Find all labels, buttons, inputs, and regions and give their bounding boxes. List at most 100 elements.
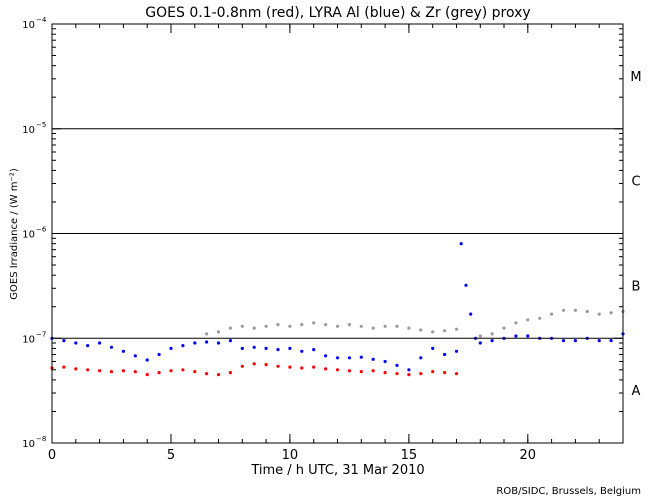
data-point [347, 356, 351, 360]
data-point [324, 354, 328, 358]
data-point [181, 368, 185, 372]
data-point [383, 359, 387, 364]
y-tick-exponent: −8 [36, 435, 46, 443]
data-point [312, 321, 316, 325]
data-point [550, 312, 554, 316]
data-point [228, 326, 232, 330]
y-tick-label: 10 [22, 125, 35, 136]
data-point [585, 309, 589, 314]
data-point [526, 334, 530, 338]
x-tick-label: 15 [401, 448, 418, 463]
credit-text: ROB/SIDC, Brussels, Belgium [496, 486, 641, 497]
data-point [561, 339, 566, 343]
data-point [169, 369, 173, 373]
data-point [526, 318, 530, 322]
data-series-layer [50, 242, 625, 377]
data-point [216, 330, 221, 334]
data-point [371, 369, 375, 373]
data-point [228, 339, 232, 343]
y-tick-exponent: −5 [36, 121, 46, 129]
data-point [464, 283, 468, 287]
data-point [573, 308, 578, 312]
data-point [335, 368, 340, 372]
data-point [419, 356, 423, 360]
data-point [514, 321, 518, 325]
data-point [431, 346, 435, 350]
data-point [347, 369, 351, 373]
data-point [490, 339, 494, 343]
data-point [264, 324, 268, 328]
data-point [264, 363, 268, 367]
flare-class-m: M [630, 70, 641, 85]
data-point [383, 324, 387, 328]
data-point [300, 323, 304, 327]
data-point [252, 345, 256, 349]
flare-class-b: B [632, 279, 641, 294]
y-tick-label: 10 [22, 334, 35, 345]
data-point [157, 352, 161, 357]
data-point [145, 358, 149, 362]
data-point [62, 365, 66, 369]
x-tick-label: 20 [520, 448, 537, 463]
data-point [454, 372, 459, 376]
chart-title: GOES 0.1-0.8nm (red), LYRA Al (blue) & Z… [145, 5, 530, 21]
data-point [74, 367, 78, 371]
data-point [443, 329, 447, 333]
data-point [276, 364, 280, 368]
data-point [193, 370, 197, 374]
series-1 [205, 308, 625, 338]
data-point [538, 316, 542, 320]
data-point [157, 371, 161, 375]
data-point [288, 324, 292, 328]
data-point [371, 326, 375, 330]
data-point [121, 349, 125, 353]
data-point [86, 344, 90, 348]
data-point [169, 346, 173, 350]
data-point [133, 370, 137, 374]
series-0 [50, 362, 459, 377]
data-point [240, 346, 244, 350]
data-point [312, 348, 316, 352]
data-point [335, 324, 340, 328]
data-point [264, 346, 268, 350]
x-axis-ticks: 0 5 10 15 20 [48, 24, 624, 463]
y-tick-label: 10 [22, 439, 35, 450]
data-point [86, 368, 90, 372]
y-tick-exponent: −4 [36, 16, 47, 24]
flare-class-labels: A B C M [630, 70, 641, 399]
data-point [419, 328, 423, 332]
data-point [419, 372, 423, 376]
data-point [276, 348, 280, 352]
y-tick-exponent: −7 [36, 330, 46, 338]
data-point [181, 344, 185, 348]
x-axis-label: Time / h UTC, 31 Mar 2010 [250, 463, 424, 478]
data-point [407, 373, 411, 377]
data-point [205, 332, 209, 336]
data-point [133, 354, 137, 358]
x-tick-label: 0 [48, 448, 56, 463]
data-point [312, 365, 316, 369]
y-axis-ticks: 10−810−710−610−510−4 [22, 16, 623, 450]
data-point [609, 311, 613, 315]
y-axis-label: GOES Irradiance / (W m⁻²) [9, 168, 20, 300]
data-point [597, 339, 601, 343]
data-point [109, 370, 114, 374]
data-point [205, 340, 209, 344]
data-point [478, 341, 482, 345]
data-point [502, 326, 506, 330]
data-point [347, 323, 351, 327]
data-point [288, 346, 292, 350]
flare-class-a: A [632, 384, 641, 399]
data-point [454, 327, 459, 331]
data-point [359, 355, 363, 359]
data-point [216, 341, 221, 345]
data-point [74, 341, 78, 345]
data-point [145, 373, 149, 377]
data-point [252, 326, 256, 330]
data-point [490, 332, 494, 336]
data-point [121, 369, 125, 373]
data-point [98, 369, 102, 373]
data-point [228, 371, 232, 375]
data-point [324, 323, 328, 327]
